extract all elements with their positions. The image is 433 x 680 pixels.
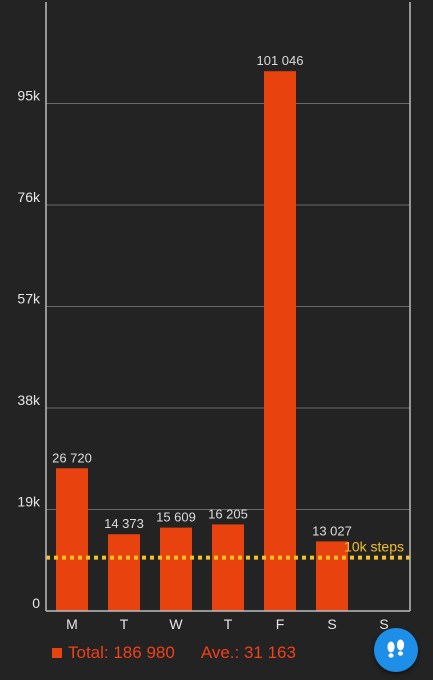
y-tick-label: 38k [17,392,41,408]
bar-value-label: 15 609 [156,510,196,525]
bar [212,524,244,611]
y-tick-label: 19k [17,494,41,510]
grid-lines [46,103,410,510]
target-line-label: 10k steps [344,539,404,555]
bar-value-label: 16 205 [208,506,248,521]
bars [56,71,348,611]
footsteps-button[interactable] [374,628,418,672]
bar [108,534,140,611]
bar [56,468,88,611]
steps-bar-chart: 26 720 14 373 15 609 16 205 101 046 13 027 10… [17,2,411,632]
x-tick-label: S [327,616,336,632]
steps-summary: Total: 186 980 Ave.: 31 163 [52,642,296,664]
total-steps: Total: 186 980 [68,643,175,662]
bar [264,71,296,611]
x-tick-label: T [224,616,233,632]
target-line-group: 10k steps [46,539,410,560]
axes: 0 19k 38k 57k 76k 95k M T W T F S S [17,2,411,632]
y-tick-label: 76k [17,189,41,205]
bar-value-label: 14 373 [104,516,144,531]
y-tick-label: 57k [17,291,41,307]
y-tick-label: 95k [17,88,41,104]
average-steps: Ave.: 31 163 [200,643,296,662]
x-tick-label: F [276,616,285,632]
bar [316,541,348,611]
bar [160,527,192,611]
bar-value-label: 13 027 [312,523,352,538]
bar-value-label: 26 720 [52,450,92,465]
x-tick-label: S [379,616,388,632]
footsteps-icon [387,639,405,658]
x-tick-label: T [120,616,129,632]
y-tick-label: 0 [32,595,40,611]
x-tick-label: W [169,616,183,632]
bar-value-labels: 26 720 14 373 15 609 16 205 101 046 13 027 [52,53,352,538]
x-tick-label: M [66,616,78,632]
bar-value-label: 101 046 [257,53,304,68]
legend-swatch [52,648,62,658]
